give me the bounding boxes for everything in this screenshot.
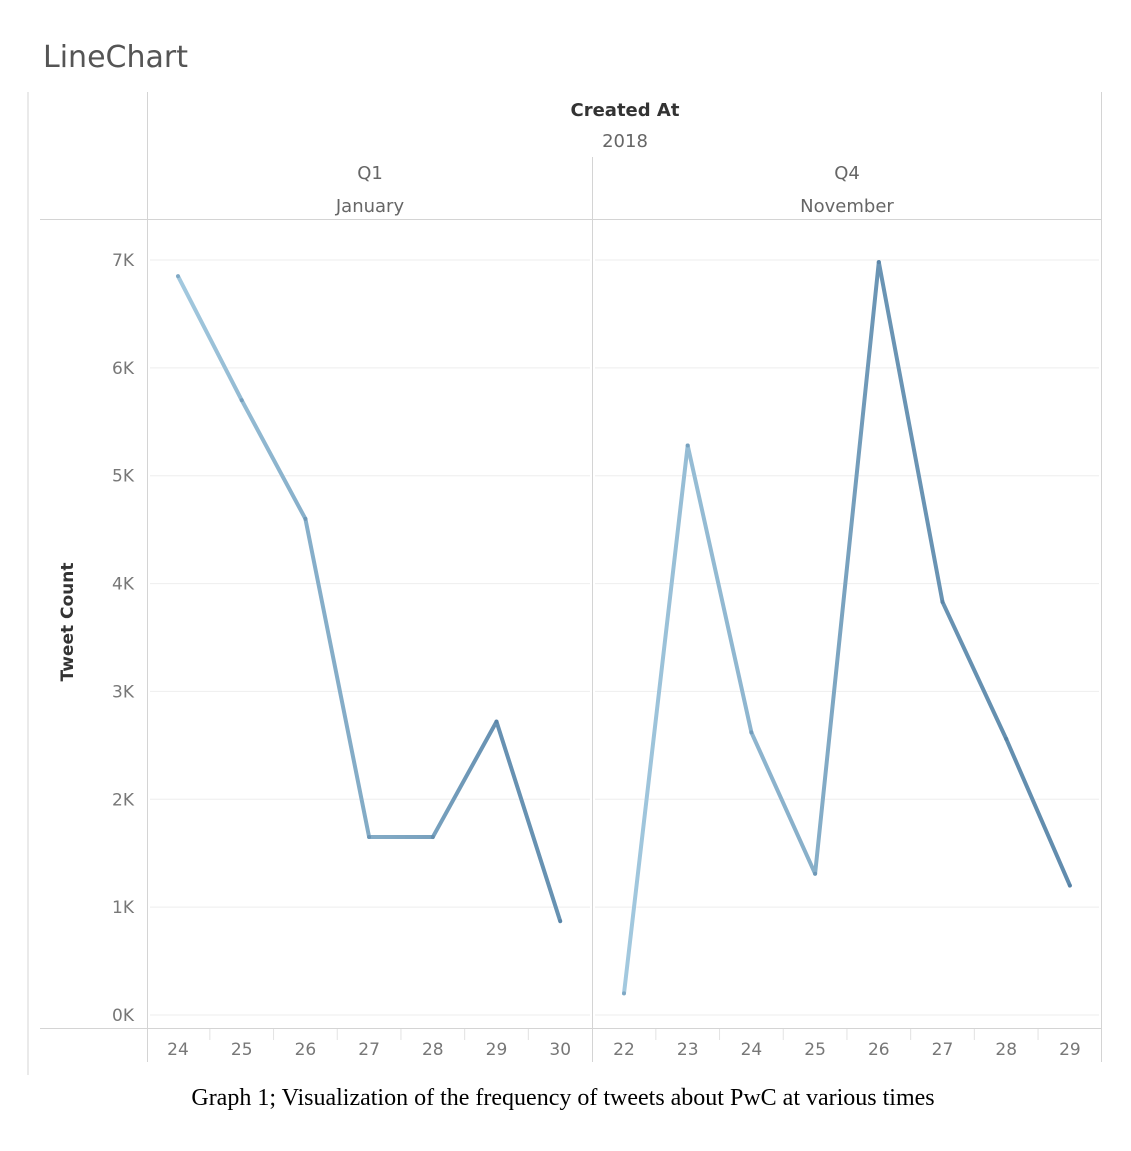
x-tick-label: 29 xyxy=(486,1040,508,1060)
data-point xyxy=(558,919,563,924)
x-tick-label: 27 xyxy=(358,1040,380,1060)
figure-caption: Graph 1; Visualization of the frequency … xyxy=(191,1085,934,1111)
series-segment xyxy=(622,443,690,996)
data-point xyxy=(430,835,435,840)
data-point xyxy=(749,730,754,735)
data-point xyxy=(494,719,499,724)
y-axis-title: Tweet Count xyxy=(58,562,78,681)
y-axis-ticks: 0K 1K 2K 3K 4K 5K 6K 7K xyxy=(112,251,135,1026)
y-tick-label: 1K xyxy=(112,898,135,918)
x-tick-label: 27 xyxy=(932,1040,954,1060)
pane-1-quarter: Q1 xyxy=(357,163,383,184)
data-point xyxy=(1004,736,1009,741)
data-point xyxy=(367,835,372,840)
series-segment xyxy=(494,719,563,924)
series-segment xyxy=(749,730,818,876)
series-segment xyxy=(876,260,945,604)
y-tick-label: 4K xyxy=(112,575,135,595)
y-tick-label: 0K xyxy=(112,1006,135,1026)
x-tick-label: 26 xyxy=(868,1040,890,1060)
x-tick-label: 25 xyxy=(231,1040,253,1060)
x-tick-label: 26 xyxy=(295,1040,317,1060)
y-tick-label: 3K xyxy=(112,682,135,702)
x-axis-ticks: 24 25 26 27 28 29 30 22 23 24 25 26 27 28 29 xyxy=(167,1029,1081,1060)
series-segment xyxy=(303,516,372,840)
data-point xyxy=(876,260,881,265)
data-point xyxy=(176,274,180,279)
series-segment xyxy=(813,260,881,876)
x-tick-label: 22 xyxy=(613,1040,635,1060)
x-tick-label: 28 xyxy=(995,1040,1017,1060)
pane-1-month: January xyxy=(335,196,405,217)
series-segment xyxy=(239,398,308,521)
header-field-label: Created At xyxy=(571,100,680,121)
x-tick-label: 28 xyxy=(422,1040,444,1060)
data-point xyxy=(685,443,690,448)
y-tick-label: 5K xyxy=(112,467,135,487)
series-segment xyxy=(430,719,499,840)
x-tick-label: 25 xyxy=(804,1040,826,1060)
series-segment xyxy=(1004,736,1072,888)
data-point xyxy=(1067,883,1072,888)
x-tick-label: 29 xyxy=(1059,1040,1081,1060)
series-segment xyxy=(940,599,1009,741)
x-tick-label: 24 xyxy=(741,1040,763,1060)
data-point xyxy=(303,516,308,521)
x-tick-label: 30 xyxy=(549,1040,571,1060)
series-segment xyxy=(685,443,754,735)
data-point xyxy=(940,599,945,604)
data-point xyxy=(622,991,626,996)
y-tick-label: 2K xyxy=(112,790,135,810)
pane-2-quarter: Q4 xyxy=(834,163,860,184)
series-lines xyxy=(176,260,1072,996)
pane-2-month: November xyxy=(800,196,894,217)
header-year: 2018 xyxy=(602,131,648,152)
sheet-title: LineChart xyxy=(43,40,188,75)
x-tick-label: 23 xyxy=(677,1040,699,1060)
data-point xyxy=(239,398,244,403)
gridlines xyxy=(150,259,1099,1016)
data-point xyxy=(813,871,818,876)
x-tick-label: 24 xyxy=(167,1040,189,1060)
series-segment xyxy=(176,274,244,403)
chart-frame xyxy=(27,92,1102,1075)
y-tick-label: 6K xyxy=(112,359,135,379)
y-tick-label: 7K xyxy=(112,251,135,271)
